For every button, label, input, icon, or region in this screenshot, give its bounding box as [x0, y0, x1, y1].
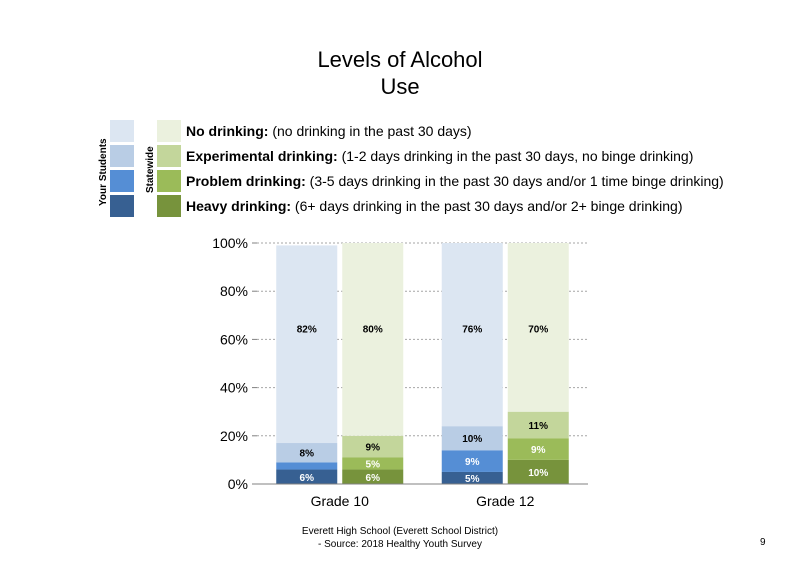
legend-swatch-your-no	[110, 120, 134, 142]
bar-segment	[342, 457, 404, 470]
bar-segment	[441, 450, 503, 472]
bar-segment	[441, 243, 503, 427]
bar-segment	[507, 411, 569, 439]
data-label: 70%	[528, 324, 548, 335]
legend-item-desc: (no drinking in the past 30 days)	[268, 123, 472, 139]
bar-segment	[441, 426, 503, 451]
data-label: 10%	[462, 434, 482, 445]
y-tick-label: 40%	[220, 380, 248, 396]
legend-item-bold: Experimental drinking:	[186, 148, 338, 164]
legend-item-bold: Problem drinking:	[186, 173, 306, 189]
bar-segment	[342, 435, 404, 458]
legend-swatch-state-heavy	[157, 195, 181, 217]
data-label: 80%	[363, 324, 383, 335]
legend-item-bold: Heavy drinking:	[186, 198, 292, 214]
bar-segment	[342, 243, 404, 436]
legend-item-no-drinking: No drinking: (no drinking in the past 30…	[186, 123, 472, 139]
data-label: 6%	[300, 473, 315, 484]
legend-item-heavy-drinking: Heavy drinking: (6+ days drinking in the…	[186, 198, 683, 214]
data-label: 11%	[529, 421, 549, 432]
legend-swatch-your-heavy	[110, 195, 134, 217]
bar-segment	[276, 469, 338, 484]
bar-segment	[342, 469, 404, 484]
legend-item-desc: (1-2 days drinking in the past 30 days, …	[337, 148, 694, 164]
legend-swatch-your-experimental	[110, 145, 134, 167]
bar-segment	[276, 245, 338, 444]
bar-segment	[276, 462, 338, 470]
y-tick-label: 100%	[212, 235, 248, 251]
y-tick-label: 20%	[220, 428, 248, 444]
legend-swatch-state-no	[157, 120, 181, 142]
footer-line-2: - Source: 2018 Healthy Youth Survey	[318, 539, 482, 550]
chart-title: Levels of Alcohol Use	[0, 46, 800, 100]
data-label: 5%	[366, 460, 381, 471]
bar-segment	[507, 438, 569, 460]
x-category-label: Grade 12	[476, 493, 535, 509]
chart-title-line-2: Use	[380, 74, 420, 99]
legend-item-experimental-drinking: Experimental drinking: (1-2 days drinkin…	[186, 148, 693, 164]
y-tick-label: 80%	[220, 283, 248, 299]
legend-item-desc: (3-5 days drinking in the past 30 days a…	[305, 173, 724, 189]
legend-item-problem-drinking: Problem drinking: (3-5 days drinking in …	[186, 173, 724, 189]
bar-segment	[507, 459, 569, 484]
bar-segment	[441, 471, 503, 484]
legend-swatch-your-problem	[110, 170, 134, 192]
chart-title-line-1: Levels of Alcohol	[317, 47, 483, 72]
data-label: 8%	[300, 449, 315, 460]
legend-swatch-state-experimental	[157, 145, 181, 167]
legend-item-bold: No drinking:	[186, 123, 269, 139]
y-tick-label: 60%	[220, 331, 248, 347]
footer-line-1: Everett High School (Everett School Dist…	[301, 526, 499, 537]
bar-segment	[276, 443, 338, 463]
footer: Everett High School (Everett School Dist…	[0, 525, 800, 551]
data-label: 6%	[366, 473, 381, 484]
legend-swatch-state-problem	[157, 170, 181, 192]
data-label: 9%	[531, 445, 546, 456]
data-label: 9%	[465, 457, 480, 468]
data-label: 82%	[297, 324, 317, 335]
data-label: 5%	[465, 474, 480, 485]
x-category-label: Grade 10	[311, 493, 370, 509]
page-number: 9	[760, 537, 766, 548]
legend-item-desc: (6+ days drinking in the past 30 days an…	[291, 198, 683, 214]
y-tick-label: 0%	[228, 476, 248, 492]
data-label: 9%	[366, 443, 381, 454]
data-label: 76%	[462, 324, 482, 335]
bar-segment	[507, 243, 569, 412]
data-label: 10%	[528, 468, 548, 479]
